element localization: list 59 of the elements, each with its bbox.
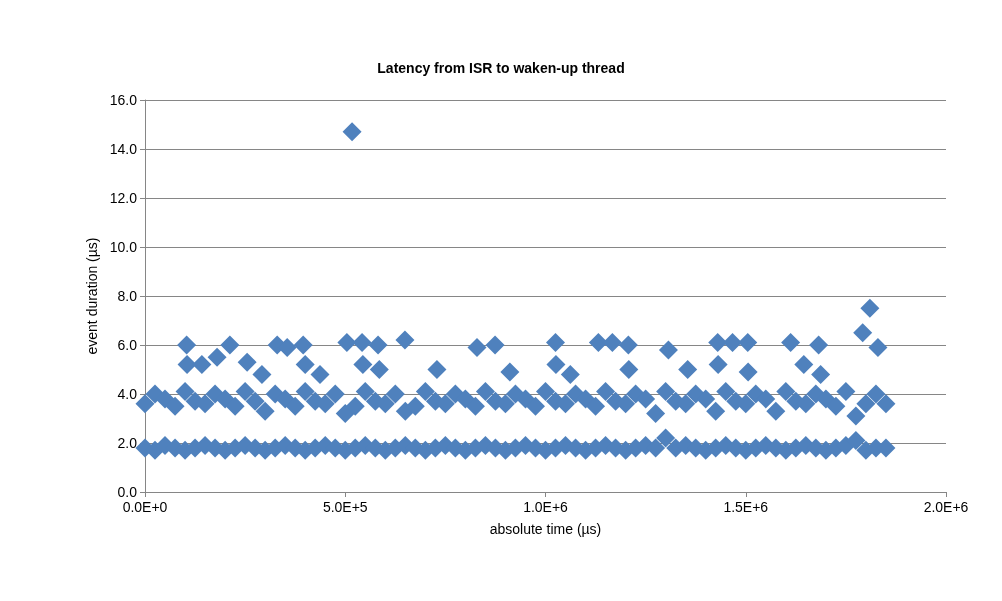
point bbox=[809, 335, 829, 355]
chart-title: Latency from ISR to waken-up thread bbox=[377, 60, 625, 76]
point bbox=[192, 355, 212, 375]
point bbox=[560, 364, 580, 384]
point bbox=[352, 333, 372, 353]
point bbox=[485, 335, 505, 355]
point bbox=[220, 335, 240, 355]
point bbox=[546, 355, 566, 375]
point bbox=[738, 333, 758, 353]
point bbox=[860, 298, 880, 318]
y-tick-label: 2.0 bbox=[117, 435, 138, 451]
point bbox=[337, 333, 357, 353]
point bbox=[658, 340, 678, 360]
point bbox=[708, 355, 728, 375]
point bbox=[500, 362, 520, 382]
point bbox=[368, 335, 388, 355]
point bbox=[708, 333, 728, 353]
x-tick-label: 0.0E+0 bbox=[122, 499, 168, 515]
point bbox=[252, 364, 272, 384]
y-tick-label: 10.0 bbox=[109, 239, 138, 255]
point bbox=[794, 355, 814, 375]
point bbox=[588, 333, 608, 353]
point bbox=[177, 355, 197, 375]
y-tick-label: 0.0 bbox=[117, 484, 138, 500]
y-tick-label: 14.0 bbox=[109, 141, 138, 157]
point bbox=[207, 347, 227, 367]
point bbox=[353, 355, 373, 375]
point bbox=[295, 355, 315, 375]
x-tick-label: 2.0E+6 bbox=[923, 499, 969, 515]
point bbox=[177, 335, 197, 355]
y-tick-label: 6.0 bbox=[117, 337, 138, 353]
point bbox=[738, 362, 758, 382]
point bbox=[781, 333, 801, 353]
y-tick-label: 16.0 bbox=[109, 92, 138, 108]
point bbox=[310, 364, 330, 384]
point bbox=[427, 360, 447, 379]
point bbox=[619, 360, 639, 379]
point bbox=[467, 337, 487, 357]
point bbox=[237, 352, 257, 372]
point bbox=[369, 360, 389, 379]
y-tick-label: 4.0 bbox=[117, 386, 138, 402]
point bbox=[602, 333, 622, 353]
y-tick-label: 8.0 bbox=[117, 288, 138, 304]
point bbox=[293, 335, 313, 355]
x-axis-title: absolute time (µs) bbox=[489, 521, 602, 537]
point bbox=[618, 335, 638, 355]
point bbox=[723, 333, 743, 353]
point bbox=[546, 333, 566, 353]
point bbox=[868, 337, 888, 357]
point bbox=[811, 364, 831, 384]
y-tick-label: 12.0 bbox=[109, 190, 138, 206]
point bbox=[395, 330, 415, 350]
point bbox=[678, 360, 698, 379]
point bbox=[853, 323, 873, 343]
x-tick-label: 5.0E+5 bbox=[322, 499, 368, 515]
x-tick-label: 1.0E+6 bbox=[523, 499, 569, 515]
point bbox=[342, 122, 362, 142]
x-tick-label: 1.5E+6 bbox=[723, 499, 769, 515]
y-axis-title: event duration (µs) bbox=[83, 237, 100, 355]
